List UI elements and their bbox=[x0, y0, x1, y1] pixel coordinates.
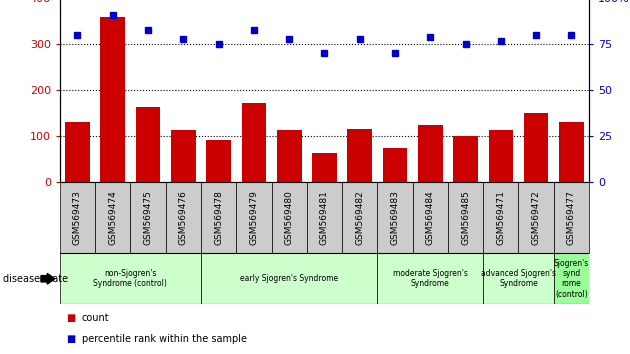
Bar bbox=[206, 139, 231, 182]
Bar bbox=[277, 130, 302, 182]
Text: GSM569478: GSM569478 bbox=[214, 190, 223, 245]
Text: percentile rank within the sample: percentile rank within the sample bbox=[82, 334, 247, 344]
Text: GSM569481: GSM569481 bbox=[320, 190, 329, 245]
Bar bbox=[100, 17, 125, 182]
Bar bbox=[307, 182, 342, 253]
Bar bbox=[524, 113, 549, 182]
Bar bbox=[448, 182, 483, 253]
Bar bbox=[342, 182, 377, 253]
Text: GSM569474: GSM569474 bbox=[108, 190, 117, 245]
Bar bbox=[201, 182, 236, 253]
Text: GSM569472: GSM569472 bbox=[532, 190, 541, 245]
Bar bbox=[130, 182, 166, 253]
Text: GSM569475: GSM569475 bbox=[144, 190, 152, 245]
Text: GSM569482: GSM569482 bbox=[355, 190, 364, 245]
Text: GSM569476: GSM569476 bbox=[179, 190, 188, 245]
Text: ■: ■ bbox=[66, 313, 76, 323]
Bar bbox=[60, 182, 95, 253]
Bar bbox=[554, 182, 589, 253]
Text: GSM569473: GSM569473 bbox=[73, 190, 82, 245]
Text: moderate Sjogren's
Syndrome: moderate Sjogren's Syndrome bbox=[393, 269, 467, 289]
Bar bbox=[483, 253, 554, 304]
Text: GSM569485: GSM569485 bbox=[461, 190, 470, 245]
Text: GSM569483: GSM569483 bbox=[391, 190, 399, 245]
Bar bbox=[453, 136, 478, 182]
Bar bbox=[377, 253, 483, 304]
Text: count: count bbox=[82, 313, 110, 323]
Bar bbox=[554, 253, 589, 304]
Bar bbox=[272, 182, 307, 253]
Bar bbox=[413, 182, 448, 253]
Bar bbox=[166, 182, 201, 253]
Bar bbox=[488, 130, 513, 182]
Bar bbox=[65, 122, 90, 182]
Text: GSM569484: GSM569484 bbox=[426, 190, 435, 245]
Text: non-Sjogren's
Syndrome (control): non-Sjogren's Syndrome (control) bbox=[93, 269, 168, 289]
Bar bbox=[60, 253, 201, 304]
Bar bbox=[483, 182, 518, 253]
Bar bbox=[312, 153, 337, 182]
Bar bbox=[241, 103, 266, 182]
Text: GSM569479: GSM569479 bbox=[249, 190, 258, 245]
Bar bbox=[559, 121, 584, 182]
Bar bbox=[135, 107, 161, 182]
Text: GSM569480: GSM569480 bbox=[285, 190, 294, 245]
Bar bbox=[518, 182, 554, 253]
Text: early Sjogren's Syndrome: early Sjogren's Syndrome bbox=[240, 274, 338, 283]
Bar bbox=[382, 148, 408, 182]
Bar bbox=[377, 182, 413, 253]
Bar bbox=[201, 253, 377, 304]
Text: GSM569471: GSM569471 bbox=[496, 190, 505, 245]
Text: GSM569477: GSM569477 bbox=[567, 190, 576, 245]
Bar bbox=[171, 130, 196, 182]
Text: disease state: disease state bbox=[3, 274, 68, 284]
Text: ■: ■ bbox=[66, 334, 76, 344]
Text: Sjogren's
synd
rome
(control): Sjogren's synd rome (control) bbox=[554, 259, 589, 299]
Bar bbox=[347, 129, 372, 182]
Bar bbox=[236, 182, 272, 253]
Bar bbox=[95, 182, 130, 253]
Bar bbox=[418, 125, 443, 182]
Text: advanced Sjogren's
Syndrome: advanced Sjogren's Syndrome bbox=[481, 269, 556, 289]
